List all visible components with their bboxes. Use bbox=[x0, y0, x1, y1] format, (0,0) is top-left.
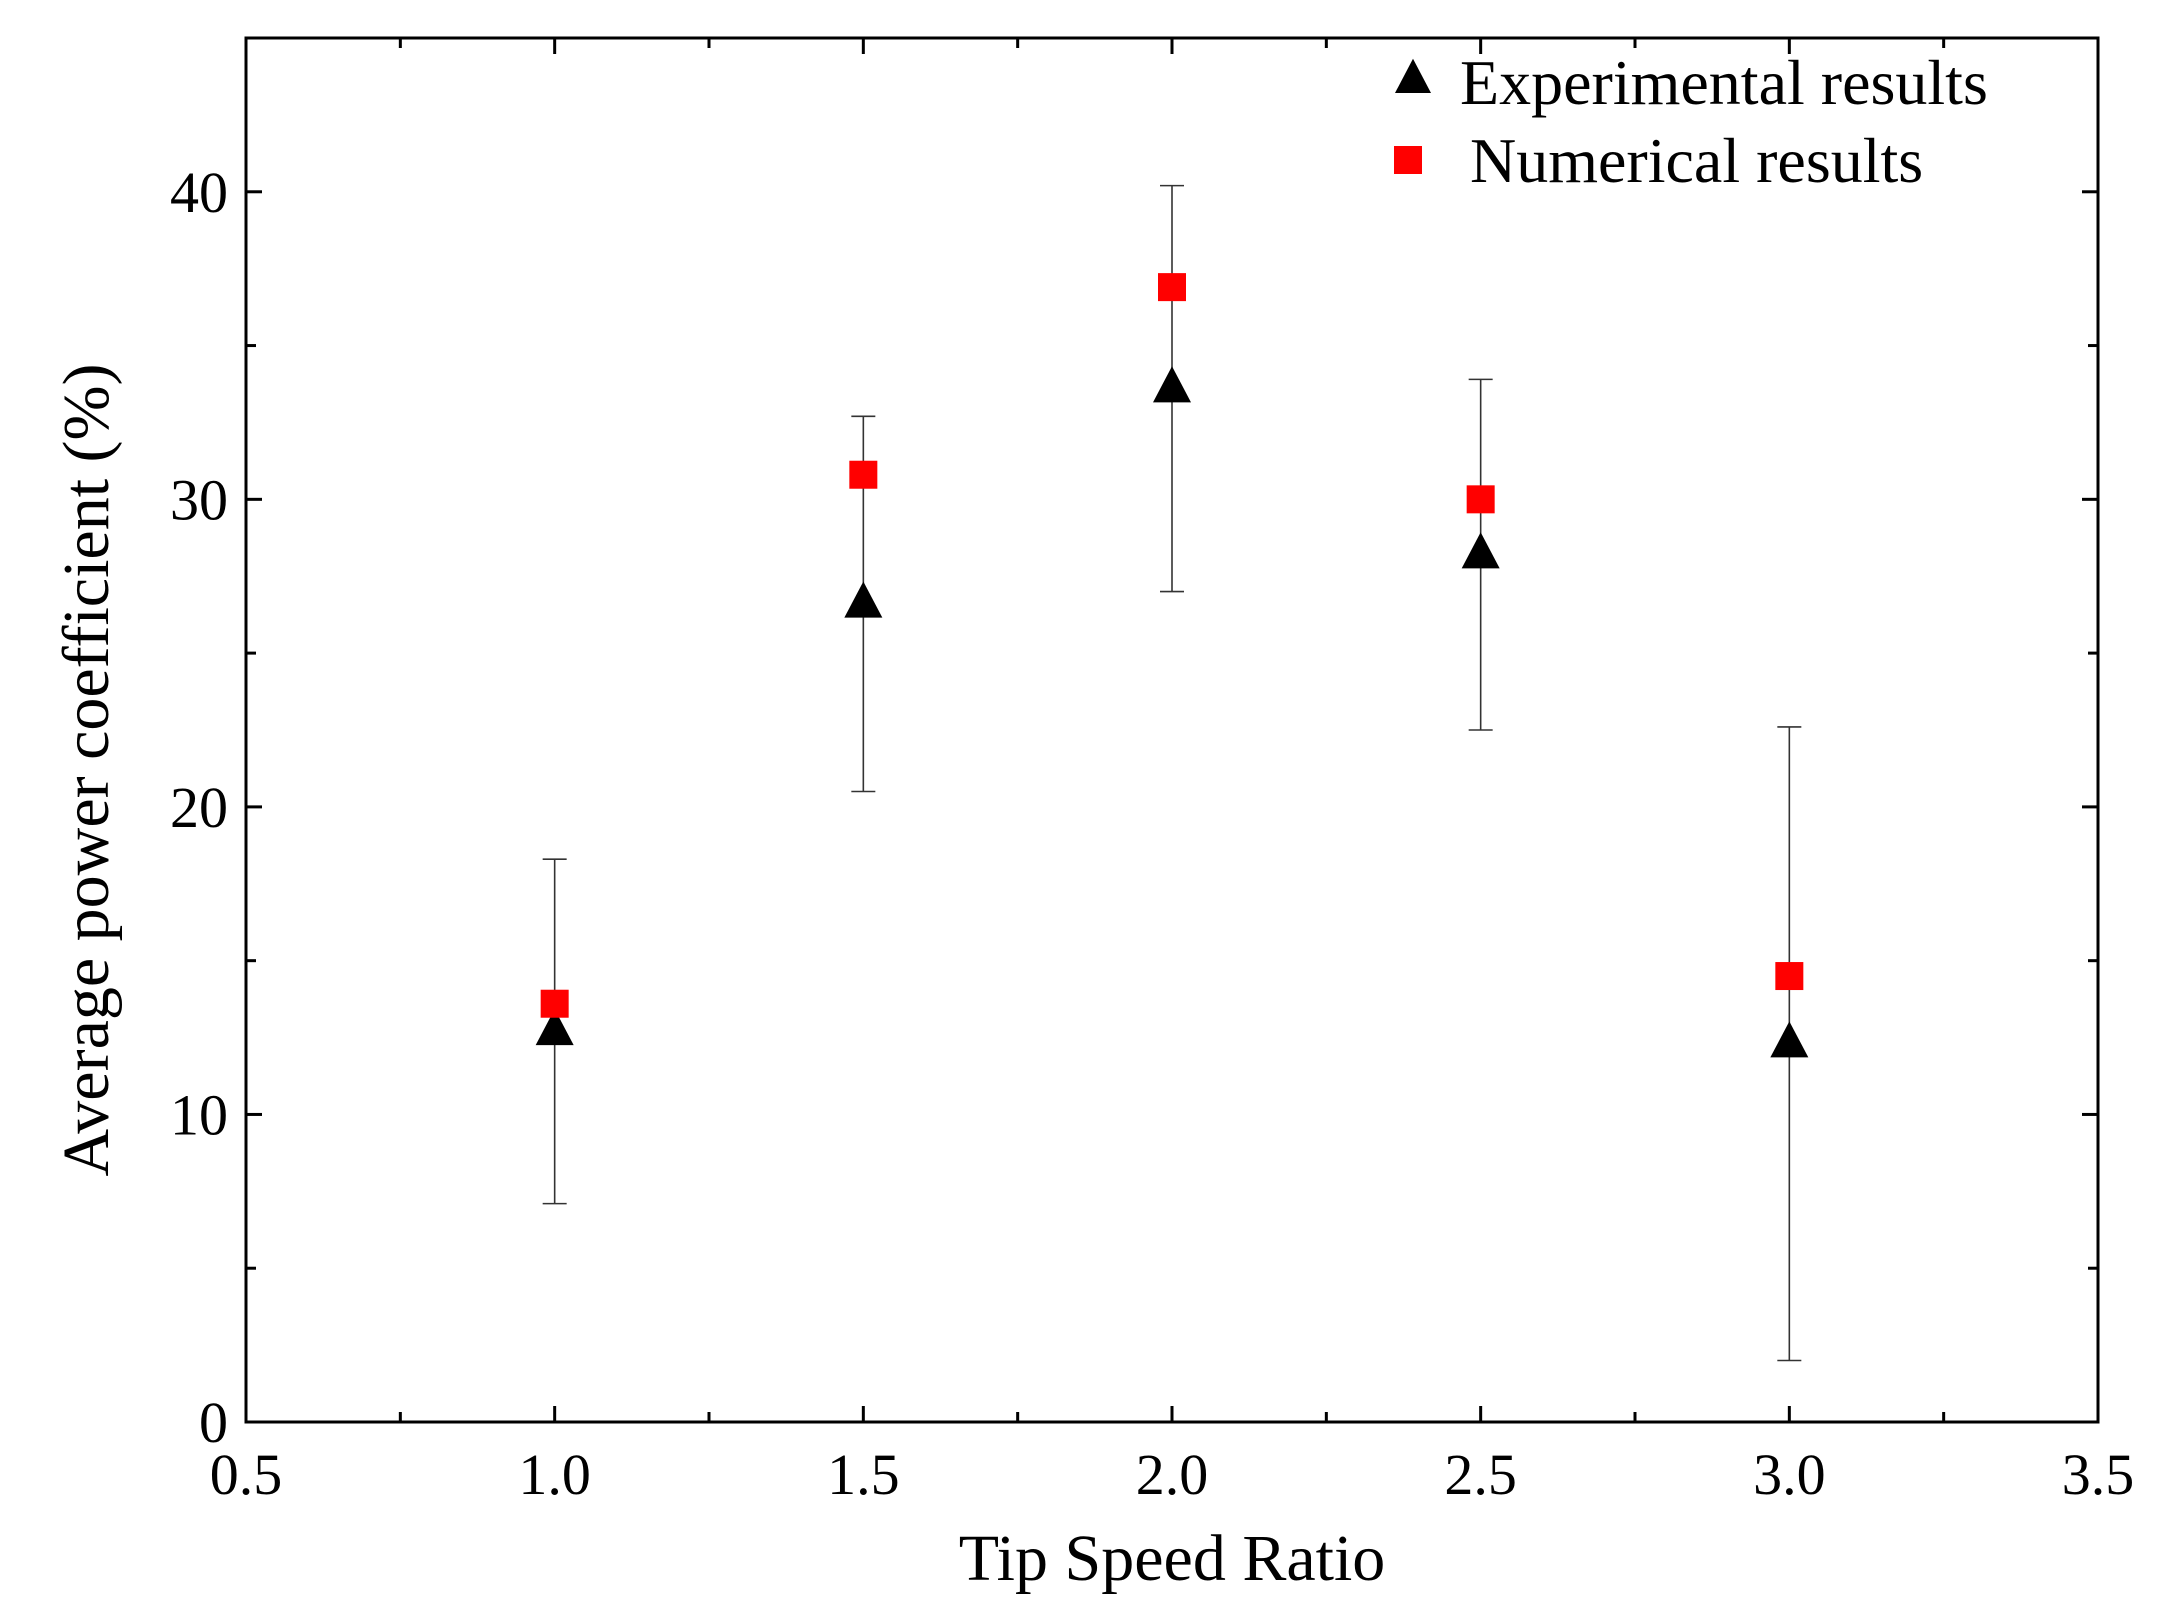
y-tick-label: 0 bbox=[199, 1390, 228, 1455]
x-tick-label: 3.5 bbox=[2062, 1442, 2135, 1507]
numerical-point bbox=[849, 460, 878, 489]
x-tick-label: 1.5 bbox=[827, 1442, 900, 1507]
experimental-point bbox=[1461, 532, 1500, 569]
axis-ticks: 0.5 1.0 1.5 2.0 2.5 3.0 3.5 0 10 20 30 40 bbox=[170, 38, 2134, 1507]
x-axis-title: Tip Speed Ratio bbox=[959, 1522, 1386, 1595]
x-tick-label: 3.0 bbox=[1753, 1442, 1826, 1507]
x-tick-label: 2.5 bbox=[1444, 1442, 1517, 1507]
legend-triangle-marker bbox=[1395, 58, 1431, 93]
x-tick-label: 1.0 bbox=[518, 1442, 591, 1507]
y-tick-label: 10 bbox=[170, 1082, 228, 1147]
legend-square-marker bbox=[1394, 146, 1422, 174]
numerical-point bbox=[540, 989, 569, 1018]
x-tick-label: 2.0 bbox=[1136, 1442, 1209, 1507]
experimental-point bbox=[1770, 1021, 1809, 1058]
experimental-point bbox=[844, 581, 883, 618]
legend-label-experimental: Experimental results bbox=[1460, 47, 1988, 118]
numerical-point bbox=[1775, 962, 1804, 991]
y-tick-label: 40 bbox=[170, 160, 228, 225]
data-markers bbox=[535, 273, 1809, 1058]
numerical-point bbox=[1158, 273, 1186, 302]
y-axis-title: Average power coefficient (%) bbox=[50, 364, 123, 1177]
numerical-point bbox=[1466, 485, 1495, 514]
experimental-point bbox=[535, 1009, 574, 1046]
y-tick-label: 30 bbox=[170, 467, 228, 532]
y-tick-label: 20 bbox=[170, 775, 228, 840]
legend-label-numerical: Numerical results bbox=[1470, 125, 1923, 196]
x-tick-label: 0.5 bbox=[210, 1442, 283, 1507]
experimental-point bbox=[1153, 366, 1191, 403]
